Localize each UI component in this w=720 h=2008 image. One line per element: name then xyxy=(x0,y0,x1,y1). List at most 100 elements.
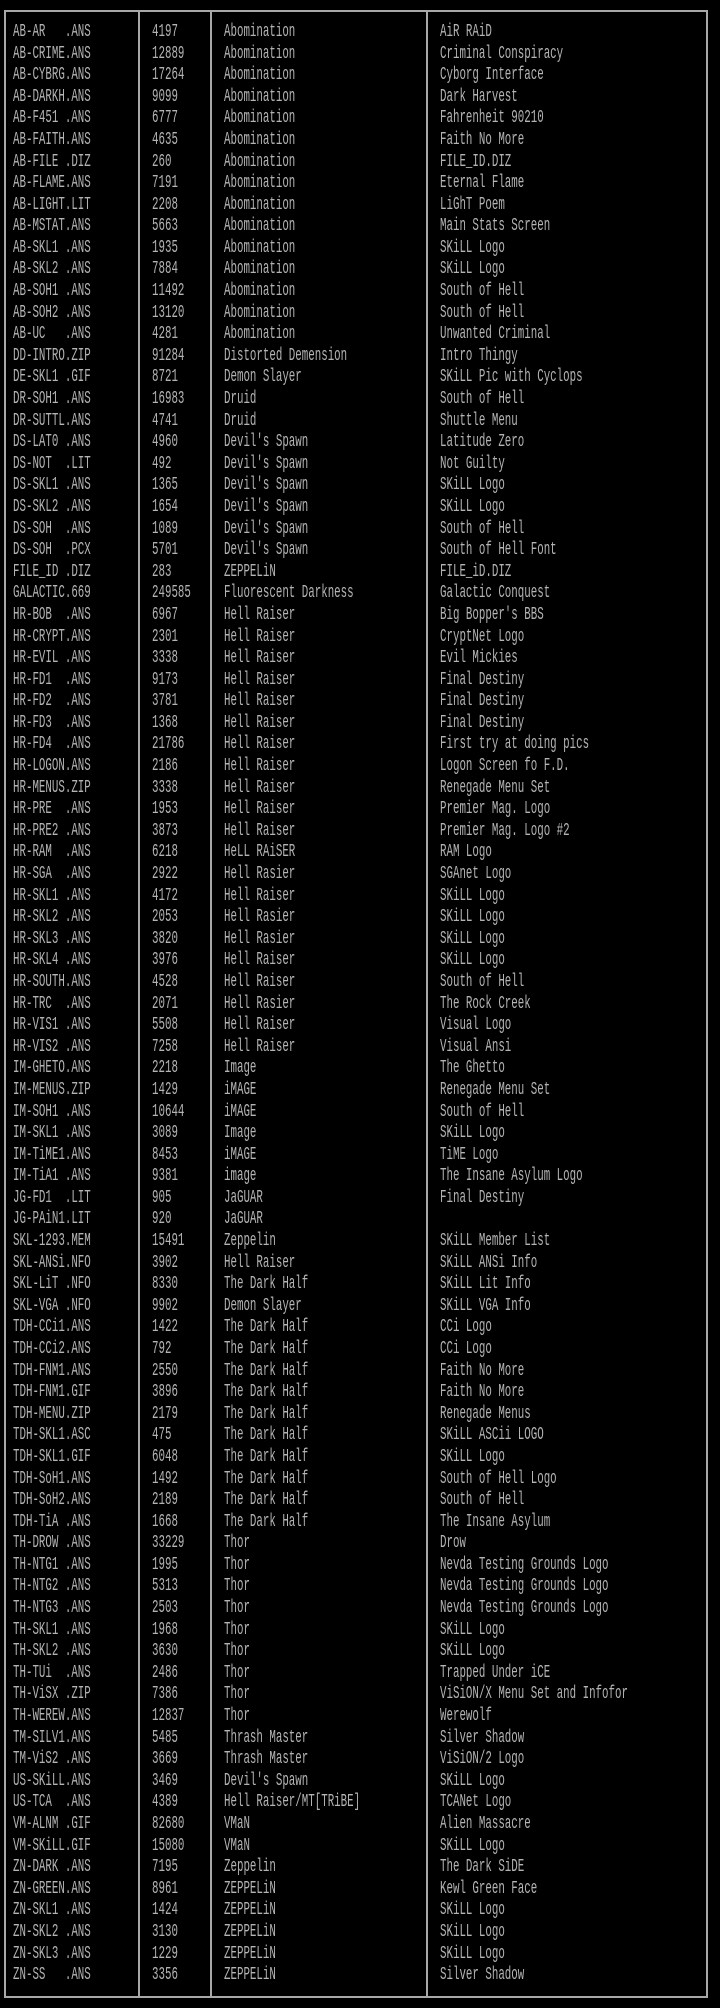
file-row[interactable]: HR-FD1 .ANS 9173 Hell Raiser Final Destiny xyxy=(0,669,720,691)
file-row[interactable]: TDH-SKL1.GIF 6048 The Dark Half SKiLL Logo xyxy=(0,1446,720,1468)
file-row[interactable]: HR-SOUTH.ANS 4528 Hell Raiser South of Hell xyxy=(0,971,720,993)
file-row[interactable]: DS-SKL1 .ANS 1365 Devil's Spawn SKiLL Logo xyxy=(0,474,720,496)
file-row[interactable]: SKL-ANSi.NFO 3902 Hell Raiser SKiLL ANSi In… xyxy=(0,1252,720,1274)
file-row[interactable]: TDH-SKL1.ASC 475 The Dark Half SKiLL ASCii … xyxy=(0,1424,720,1446)
file-author: Abomination xyxy=(224,65,296,86)
file-row[interactable]: HR-FD3 .ANS 1368 Hell Raiser Final Destiny xyxy=(0,712,720,734)
file-row[interactable]: AB-SOH2 .ANS 13120 Abomination South of Hel… xyxy=(0,302,720,324)
file-row[interactable]: VM-SKiLL.GIF 15080 VMaN SKiLL Logo xyxy=(0,1835,720,1857)
file-row[interactable]: IM-GHETO.ANS 2218 Image The Ghetto xyxy=(0,1057,720,1079)
file-row[interactable]: IM-TiA1 .ANS 9381 image The Insane Asylum L… xyxy=(0,1165,720,1187)
file-row[interactable]: AB-SKL1 .ANS 1935 Abomination SKiLL Logo xyxy=(0,237,720,259)
file-row[interactable]: TDH-SoH1.ANS 1492 The Dark Half South of He… xyxy=(0,1468,720,1490)
file-row[interactable]: DS-SOH .ANS 1089 Devil's Spawn South of Hel… xyxy=(0,518,720,540)
file-row[interactable]: DS-NOT .LIT 492 Devil's Spawn Not Guilty xyxy=(0,453,720,475)
file-row[interactable]: ZN-SKL1 .ANS 1424 ZEPPELiN SKiLL Logo xyxy=(0,1899,720,1921)
file-author: ZEPPELiN xyxy=(224,1965,276,1986)
file-row[interactable]: TDH-SoH2.ANS 2189 The Dark Half South of He… xyxy=(0,1489,720,1511)
file-row[interactable]: HR-MENUS.ZIP 3338 Hell Raiser Renegade Menu… xyxy=(0,777,720,799)
file-row[interactable]: TM-SILV1.ANS 5485 Thrash Master Silver Shad… xyxy=(0,1727,720,1749)
file-row[interactable]: DR-SOH1 .ANS 16983 Druid South of Hell xyxy=(0,388,720,410)
file-row[interactable]: AB-CRIME.ANS 12889 Abomination Criminal Con… xyxy=(0,43,720,65)
file-row[interactable]: ZN-SKL2 .ANS 3130 ZEPPELiN SKiLL Logo xyxy=(0,1921,720,1943)
file-row[interactable]: IM-TiME1.ANS 8453 iMAGE TiME Logo xyxy=(0,1144,720,1166)
file-row[interactable]: AB-FLAME.ANS 7191 Abomination Eternal Flame xyxy=(0,172,720,194)
file-row[interactable]: VM-ALNM .GIF 82680 VMaN Alien Massacre xyxy=(0,1813,720,1835)
file-row[interactable]: AB-CYBRG.ANS 17264 Abomination Cyborg Inter… xyxy=(0,64,720,86)
file-row[interactable]: HR-SKL4 .ANS 3976 Hell Raiser SKiLL Logo xyxy=(0,949,720,971)
file-row[interactable]: TDH-CCi1.ANS 1422 The Dark Half CCi Logo xyxy=(0,1316,720,1338)
file-row[interactable]: TDH-TiA .ANS 1668 The Dark Half The Insane … xyxy=(0,1511,720,1533)
file-row[interactable]: DE-SKL1 .GIF 8721 Demon Slayer SKiLL Pic wi… xyxy=(0,366,720,388)
file-row[interactable]: SKL-VGA .NFO 9902 Demon Slayer SKiLL VGA In… xyxy=(0,1295,720,1317)
file-row[interactable]: AB-SOH1 .ANS 11492 Abomination South of Hel… xyxy=(0,280,720,302)
file-row[interactable]: TH-NTG3 .ANS 2503 Thor Nevda Testing Ground… xyxy=(0,1597,720,1619)
file-row[interactable]: HR-LOGON.ANS 2186 Hell Raiser Logon Screen … xyxy=(0,755,720,777)
file-row[interactable]: IM-MENUS.ZIP 1429 iMAGE Renegade Menu Set xyxy=(0,1079,720,1101)
file-row[interactable]: DS-SOH .PCX 5701 Devil's Spawn South of Hel… xyxy=(0,539,720,561)
file-row[interactable]: TDH-CCi2.ANS 792 The Dark Half CCi Logo xyxy=(0,1338,720,1360)
file-row[interactable]: SKL-LiT .NFO 8330 The Dark Half SKiLL Lit I… xyxy=(0,1273,720,1295)
file-row[interactable]: HR-TRC .ANS 2071 Hell Rasier The Rock Creek xyxy=(0,993,720,1015)
file-row[interactable]: HR-FD4 .ANS 21786 Hell Raiser First try at … xyxy=(0,733,720,755)
file-row[interactable]: TH-DROW .ANS 33229 Thor Drow xyxy=(0,1532,720,1554)
file-row[interactable]: AB-UC .ANS 4281 Abomination Unwanted Crimin… xyxy=(0,323,720,345)
file-row[interactable]: ZN-DARK .ANS 7195 Zeppelin The Dark SiDE xyxy=(0,1856,720,1878)
file-row[interactable]: HR-VIS2 .ANS 7258 Hell Raiser Visual Ansi xyxy=(0,1036,720,1058)
file-row[interactable]: AB-F451 .ANS 6777 Abomination Fahrenheit 90… xyxy=(0,107,720,129)
file-row[interactable]: ZN-SS .ANS 3356 ZEPPELiN Silver Shadow xyxy=(0,1964,720,1986)
file-row[interactable]: TH-SKL1 .ANS 1968 Thor SKiLL Logo xyxy=(0,1619,720,1641)
file-row[interactable]: HR-RAM .ANS 6218 HeLL RAiSER RAM Logo xyxy=(0,841,720,863)
file-row[interactable]: HR-SKL2 .ANS 2053 Hell Rasier SKiLL Logo xyxy=(0,906,720,928)
file-row[interactable]: AB-MSTAT.ANS 5663 Abomination Main Stats Sc… xyxy=(0,215,720,237)
file-row[interactable]: JG-PAiN1.LIT 920 JaGUAR xyxy=(0,1208,720,1230)
file-row[interactable]: AB-FAITH.ANS 4635 Abomination Faith No More xyxy=(0,129,720,151)
file-name: IM-SOH1 .ANS xyxy=(13,1101,91,1122)
file-row[interactable]: TH-NTG2 .ANS 5313 Thor Nevda Testing Ground… xyxy=(0,1575,720,1597)
file-row[interactable]: HR-BOB .ANS 6967 Hell Raiser Big Bopper's B… xyxy=(0,604,720,626)
file-row[interactable]: DS-LAT0 .ANS 4960 Devil's Spawn Latitude Ze… xyxy=(0,431,720,453)
file-row[interactable]: TM-ViS2 .ANS 3669 Thrash Master ViSiON/2 Lo… xyxy=(0,1748,720,1770)
file-name: JG-FD1 .LIT xyxy=(13,1187,91,1208)
file-row[interactable]: DD-INTRO.ZIP 91284 Distorted Demension Intr… xyxy=(0,345,720,367)
file-row[interactable]: TH-ViSX .ZIP 7386 Thor ViSiON/X Menu Set an… xyxy=(0,1683,720,1705)
file-row[interactable]: ZN-SKL3 .ANS 1229 ZEPPELiN SKiLL Logo xyxy=(0,1943,720,1965)
file-row[interactable]: HR-VIS1 .ANS 5508 Hell Raiser Visual Logo xyxy=(0,1014,720,1036)
file-row[interactable]: ZN-GREEN.ANS 8961 ZEPPELiN Kewl Green Face xyxy=(0,1878,720,1900)
file-row[interactable]: JG-FD1 .LIT 905 JaGUAR Final Destiny xyxy=(0,1187,720,1209)
file-row[interactable]: TH-WEREW.ANS 12837 Thor Werewolf xyxy=(0,1705,720,1727)
file-row[interactable]: TDH-MENU.ZIP 2179 The Dark Half Renegade Me… xyxy=(0,1403,720,1425)
file-row[interactable]: TDH-FNM1.GIF 3896 The Dark Half Faith No Mo… xyxy=(0,1381,720,1403)
file-row[interactable]: AB-DARKH.ANS 9099 Abomination Dark Harvest xyxy=(0,86,720,108)
file-author: The Dark Half xyxy=(224,1446,309,1467)
file-row[interactable]: DR-SUTTL.ANS 4741 Druid Shuttle Menu xyxy=(0,410,720,432)
file-row[interactable]: HR-SGA .ANS 2922 Hell Rasier SGAnet Logo xyxy=(0,863,720,885)
file-row[interactable]: HR-SKL3 .ANS 3820 Hell Rasier SKiLL Logo xyxy=(0,928,720,950)
file-name: HR-SKL2 .ANS xyxy=(13,907,91,928)
file-row[interactable]: TDH-FNM1.ANS 2550 The Dark Half Faith No Mo… xyxy=(0,1360,720,1382)
file-row[interactable]: TH-TUi .ANS 2486 Thor Trapped Under iCE xyxy=(0,1662,720,1684)
file-row[interactable]: US-SKiLL.ANS 3469 Devil's Spawn SKiLL Logo xyxy=(0,1770,720,1792)
file-row[interactable]: GALACTIC.669 249585 Fluorescent Darkness Ga… xyxy=(0,582,720,604)
file-row[interactable]: HR-FD2 .ANS 3781 Hell Raiser Final Destiny xyxy=(0,690,720,712)
file-row[interactable]: HR-PRE2 .ANS 3873 Hell Raiser Premier Mag. … xyxy=(0,820,720,842)
file-row[interactable]: FILE_ID .DIZ 283 ZEPPELiN FILE_iD.DIZ xyxy=(0,561,720,583)
file-row[interactable]: IM-SKL1 .ANS 3089 Image SKiLL Logo xyxy=(0,1122,720,1144)
file-size: 2218 xyxy=(152,1058,178,1079)
file-row[interactable]: AB-AR .ANS 4197 Abomination AiR RAiD xyxy=(0,21,720,43)
file-row[interactable]: TH-SKL2 .ANS 3630 Thor SKiLL Logo xyxy=(0,1640,720,1662)
file-row[interactable]: AB-SKL2 .ANS 7884 Abomination SKiLL Logo xyxy=(0,258,720,280)
file-row[interactable]: AB-FILE .DIZ 260 Abomination FILE_ID.DIZ xyxy=(0,151,720,173)
file-size: 15080 xyxy=(152,1835,185,1856)
file-row[interactable]: HR-SKL1 .ANS 4172 Hell Raiser SKiLL Logo xyxy=(0,885,720,907)
file-row[interactable]: AB-LIGHT.LIT 2208 Abomination LiGhT Poem xyxy=(0,194,720,216)
file-author: Hell Raiser xyxy=(224,756,296,777)
file-row[interactable]: IM-SOH1 .ANS 10644 iMAGE South of Hell xyxy=(0,1101,720,1123)
file-row[interactable]: DS-SKL2 .ANS 1654 Devil's Spawn SKiLL Logo xyxy=(0,496,720,518)
file-row[interactable]: SKL-1293.MEM 15491 Zeppelin SKiLL Member Li… xyxy=(0,1230,720,1252)
file-row[interactable]: HR-CRYPT.ANS 2301 Hell Raiser CryptNet Logo xyxy=(0,626,720,648)
file-row[interactable]: HR-PRE .ANS 1953 Hell Raiser Premier Mag. L… xyxy=(0,798,720,820)
file-row[interactable]: TH-NTG1 .ANS 1995 Thor Nevda Testing Ground… xyxy=(0,1554,720,1576)
file-row[interactable]: US-TCA .ANS 4389 Hell Raiser/MT[TRiBE] TCAN… xyxy=(0,1791,720,1813)
file-row[interactable]: HR-EVIL .ANS 3338 Hell Raiser Evil Mickies xyxy=(0,647,720,669)
